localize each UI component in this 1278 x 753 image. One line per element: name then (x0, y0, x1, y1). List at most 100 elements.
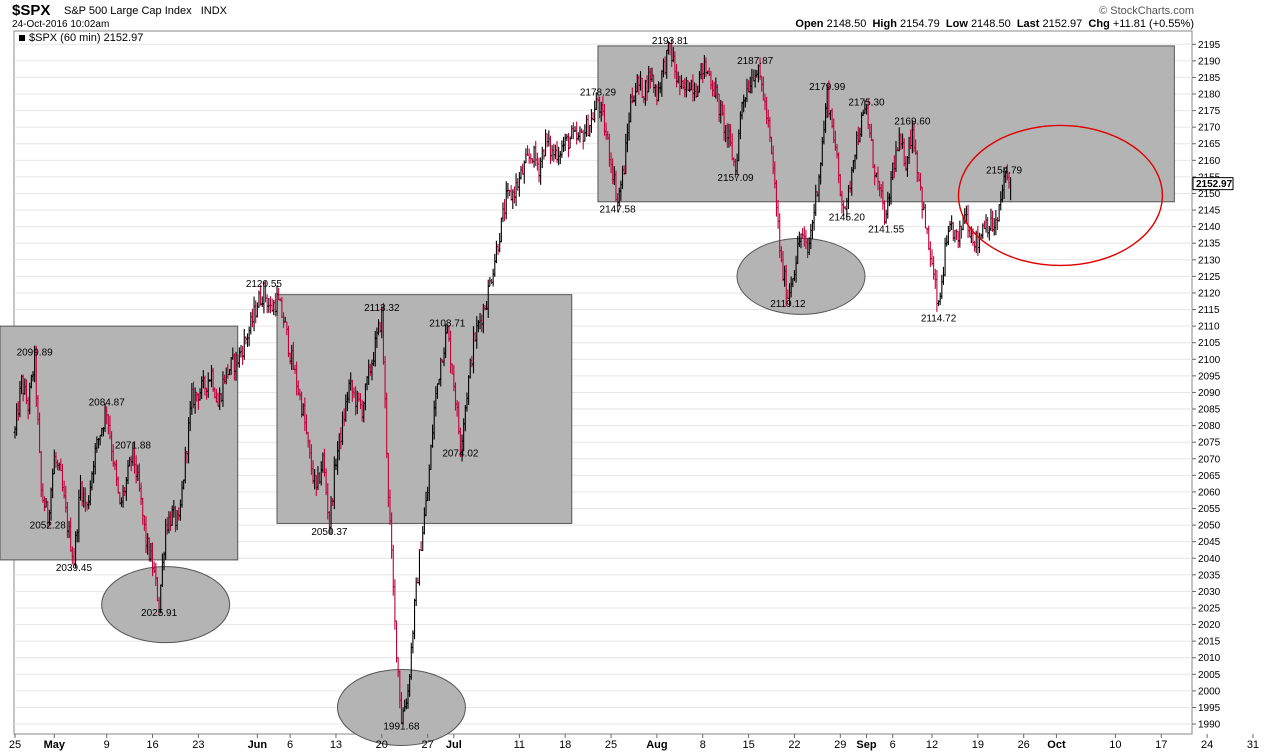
x-tick-label: 25 (605, 739, 617, 751)
y-tick-label: 2105 (1198, 338, 1221, 349)
price-annotation: 2179.99 (809, 82, 846, 93)
price-annotation: 2145.20 (829, 212, 866, 223)
chart-datetime: 24-Oct-2016 10:02am (12, 19, 110, 30)
x-tick-label: 8 (700, 739, 706, 751)
x-tick-label: 12 (926, 739, 938, 751)
x-tick-label: 19 (972, 739, 984, 751)
price-annotation: 2187.87 (737, 56, 774, 67)
price-annotation: 1991.68 (383, 721, 420, 732)
y-tick-label: 2065 (1198, 471, 1221, 482)
x-tick-label: May (44, 739, 66, 751)
x-tick-label: 26 (1018, 739, 1030, 751)
y-tick-label: 2080 (1198, 421, 1221, 432)
y-tick-label: 2135 (1198, 239, 1221, 250)
x-tick-label: 20 (376, 739, 388, 751)
legend: $SPX (60 min) 2152.97 (19, 32, 143, 44)
x-tick-label: 6 (890, 739, 896, 751)
y-tick-label: 2165 (1198, 139, 1221, 150)
x-tick-label: 24 (1201, 739, 1213, 751)
x-tick-label: Sep (856, 739, 876, 751)
price-annotation: 2119.12 (770, 299, 806, 310)
symbol-description: S&P 500 Large Cap Index INDX (64, 5, 227, 17)
open-value: 2148.50 (826, 18, 867, 30)
symbol-title: $SPX (12, 2, 51, 19)
y-tick-label: 2040 (1198, 554, 1221, 565)
open-label: Open (795, 18, 824, 30)
y-tick-label: 2045 (1198, 537, 1221, 548)
support-circles (101, 237, 866, 746)
x-tick-label: 17 (1155, 739, 1167, 751)
x-axis: 25 May 9 16 23 Jun 6 13 20 27 Jul 11 18 25 Aug 8 15 22 29 S… (9, 734, 1259, 751)
y-tick-label: 2055 (1198, 504, 1221, 515)
y-tick-label: 2060 (1198, 487, 1221, 498)
y-tick-label: 2095 (1198, 371, 1221, 382)
consolidation-zone (276, 294, 573, 524)
y-tick-label: 2085 (1198, 405, 1221, 416)
x-tick-label: 23 (192, 739, 204, 751)
x-tick-label: 29 (834, 739, 846, 751)
y-tick-label: 2030 (1198, 587, 1221, 598)
x-tick-label: Oct (1047, 739, 1066, 751)
legend-swatch (19, 35, 25, 41)
y-tick-label: 2020 (1198, 620, 1221, 631)
y-tick-label: 2075 (1198, 438, 1221, 449)
price-annotation: 2147.58 (600, 205, 637, 216)
price-annotation: 2050.37 (311, 527, 348, 538)
high-label: High (872, 18, 897, 30)
last-value: 2152.97 (1042, 18, 1083, 30)
low-label: Low (945, 18, 968, 30)
x-tick-label: 27 (422, 739, 434, 751)
price-annotation: 2193.81 (652, 36, 689, 47)
y-tick-label: 2190 (1198, 56, 1221, 67)
x-tick-label: 31 (1247, 739, 1259, 751)
x-tick-label: 11 (514, 739, 525, 751)
y-tick-label: 2170 (1198, 123, 1221, 134)
price-annotation: 2178.29 (580, 88, 617, 99)
y-tick-label: 2050 (1198, 521, 1221, 532)
y-tick-label: 2015 (1198, 637, 1221, 648)
support-circle (101, 566, 231, 644)
y-tick-label: 2035 (1198, 570, 1221, 581)
y-tick-label: 2070 (1198, 454, 1221, 465)
price-annotation: 2108.71 (429, 318, 466, 329)
x-tick-label: 15 (742, 739, 754, 751)
legend-text: $SPX (60 min) 2152.97 (29, 32, 143, 44)
grid-lines (14, 43, 1192, 725)
x-tick-label: 10 (1109, 739, 1121, 751)
price-annotations: 2099.89 2052.28 2039.45 2084.87 2071.88 2025.… (17, 36, 1023, 732)
y-axis: 1990 1995 2000 2005 2010 2015 2020 2025 2030 2035… (1192, 40, 1234, 731)
x-tick-label: 25 (9, 739, 21, 751)
x-tick-label: Jun (248, 739, 268, 751)
highlight-circle (957, 124, 1164, 267)
price-annotation: 2039.45 (56, 563, 93, 574)
price-annotation: 2157.09 (717, 173, 754, 184)
last-value-box (1192, 177, 1234, 191)
y-tick-label: 2175 (1198, 106, 1221, 117)
x-tick-label: 22 (788, 739, 800, 751)
y-tick-label: 2160 (1198, 156, 1221, 167)
price-annotation: 2120.55 (246, 279, 283, 290)
price-annotation: 2141.55 (868, 225, 905, 236)
x-tick-label: 6 (287, 739, 293, 751)
y-tick-label: 2145 (1198, 206, 1221, 217)
ohlc-summary: Open 2148.50 High 2154.79 Low 2148.50 La… (795, 18, 1194, 30)
y-tick-label: 2185 (1198, 73, 1221, 84)
highlight-circle-group (957, 124, 1164, 267)
y-tick-label: 2025 (1198, 603, 1221, 614)
x-tick-label: 18 (559, 739, 571, 751)
last-value-label: 2152.97 (1196, 179, 1233, 190)
y-tick-label: 2150 (1198, 189, 1221, 200)
price-annotation: 2099.89 (17, 348, 54, 359)
last-label: Last (1016, 18, 1040, 30)
y-tick-label: 2120 (1198, 288, 1221, 299)
price-annotation: 2052.28 (30, 521, 67, 532)
y-tick-label: 2010 (1198, 653, 1221, 664)
chg-label: Chg (1088, 18, 1110, 30)
price-annotation: 2084.87 (89, 397, 126, 408)
low-value: 2148.50 (970, 18, 1011, 30)
high-value: 2154.79 (899, 18, 940, 30)
y-tick-label: 2090 (1198, 388, 1221, 399)
price-annotation: 2169.60 (894, 116, 931, 127)
x-tick-label: 9 (104, 739, 110, 751)
